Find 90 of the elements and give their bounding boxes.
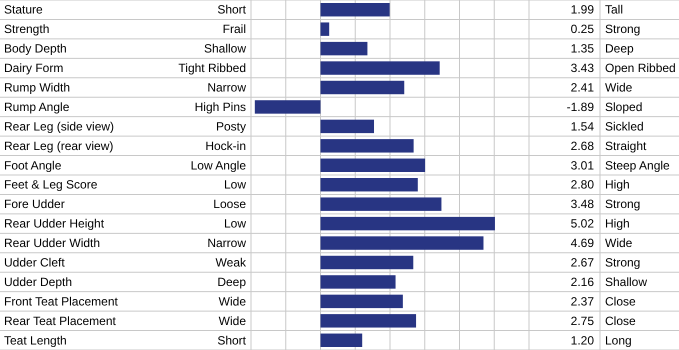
text: Open Ribbed bbox=[605, 61, 676, 76]
text: Hock-in bbox=[205, 138, 246, 153]
text: Low bbox=[224, 178, 246, 192]
data-label: 3.43 bbox=[570, 61, 594, 76]
data-label: -1.89 bbox=[566, 100, 594, 114]
text: Posty bbox=[216, 119, 246, 134]
bar bbox=[320, 42, 368, 56]
text: High bbox=[605, 178, 630, 192]
data-label: 2.80 bbox=[570, 178, 594, 192]
text: Shallow bbox=[204, 42, 246, 56]
text: Low bbox=[224, 216, 246, 231]
data-label: 1.54 bbox=[570, 119, 594, 134]
data-label: 2.41 bbox=[570, 80, 594, 94]
text: Sloped bbox=[605, 100, 642, 114]
text: High Pins bbox=[194, 100, 246, 114]
text: Straight bbox=[605, 138, 648, 153]
text: Low Angle bbox=[190, 158, 246, 172]
y-tick-label: Rear Leg (rear view) bbox=[4, 138, 114, 153]
y-tick-label: Strength bbox=[4, 22, 50, 36]
y-tick-label: Rear Teat Placement bbox=[4, 314, 117, 328]
y-tick-label: Foot Angle bbox=[4, 158, 62, 172]
bar bbox=[320, 256, 414, 270]
text: Deep bbox=[217, 274, 246, 289]
bar bbox=[320, 314, 416, 328]
bar bbox=[320, 61, 440, 75]
bar bbox=[254, 100, 320, 114]
text: Close bbox=[605, 294, 636, 308]
data-label: 2.16 bbox=[570, 274, 594, 289]
text: Close bbox=[605, 314, 636, 328]
text: Strong bbox=[605, 22, 640, 36]
bar bbox=[320, 80, 404, 94]
bar bbox=[320, 178, 418, 192]
y-tick-label: Teat Length bbox=[4, 333, 67, 348]
bar bbox=[320, 120, 374, 134]
y-tick-label: Udder Cleft bbox=[4, 256, 66, 270]
y-tick-label: Rump Angle bbox=[4, 100, 70, 114]
text: Wide bbox=[605, 80, 633, 94]
bar bbox=[320, 158, 426, 172]
text: Weak bbox=[216, 256, 247, 270]
text: High bbox=[605, 216, 630, 231]
text: Long bbox=[605, 333, 632, 348]
text: Tight Ribbed bbox=[178, 61, 246, 76]
text: Frail bbox=[222, 22, 246, 36]
data-label: 2.68 bbox=[570, 138, 594, 153]
text: Wide bbox=[218, 294, 246, 308]
data-label: 2.67 bbox=[570, 256, 594, 270]
y-tick-label: Udder Depth bbox=[4, 274, 72, 289]
text: Steep Angle bbox=[605, 158, 670, 172]
bar bbox=[320, 216, 495, 230]
text: Narrow bbox=[207, 80, 246, 94]
bar bbox=[320, 236, 484, 250]
text: Deep bbox=[605, 42, 634, 56]
y-tick-label: Body Depth bbox=[4, 42, 67, 56]
text: Loose bbox=[213, 197, 246, 212]
data-label: 3.01 bbox=[570, 158, 594, 172]
text: Shallow bbox=[605, 274, 648, 289]
y-tick-label: Rear Udder Height bbox=[4, 216, 105, 231]
data-label: 2.37 bbox=[570, 294, 594, 308]
bar bbox=[320, 22, 330, 36]
text: Wide bbox=[605, 236, 633, 250]
data-label: 0.25 bbox=[570, 22, 594, 36]
bar bbox=[320, 3, 390, 16]
data-label: 1.99 bbox=[570, 2, 594, 17]
y-tick-label: Fore Udder bbox=[4, 197, 65, 212]
text: Strong bbox=[605, 197, 640, 212]
y-tick-label: Front Teat Placement bbox=[4, 294, 118, 308]
text: Wide bbox=[218, 314, 246, 328]
data-label: 5.02 bbox=[570, 216, 594, 231]
y-tick-label: Dairy Form bbox=[4, 61, 64, 76]
data-label: 1.20 bbox=[570, 333, 594, 348]
text: Short bbox=[217, 2, 247, 17]
data-label: 4.69 bbox=[570, 236, 594, 250]
text: Strong bbox=[605, 256, 640, 270]
bar bbox=[320, 334, 362, 347]
bar bbox=[320, 197, 442, 211]
y-tick-label: Stature bbox=[4, 2, 44, 17]
text: Sickled bbox=[605, 119, 644, 134]
bar bbox=[320, 139, 414, 153]
data-label: 1.35 bbox=[570, 42, 594, 56]
y-tick-label: Rump Width bbox=[4, 80, 70, 94]
text: Tall bbox=[605, 2, 624, 17]
text: Narrow bbox=[207, 236, 246, 250]
y-tick-label: Rear Leg (side view) bbox=[4, 119, 114, 134]
y-tick-label: Rear Udder Width bbox=[4, 236, 100, 250]
data-label: 3.48 bbox=[570, 197, 594, 212]
bar bbox=[320, 294, 403, 308]
bar bbox=[320, 275, 396, 289]
data-label: 2.75 bbox=[570, 314, 594, 328]
text: Short bbox=[217, 333, 247, 348]
y-tick-label: Feet & Leg Score bbox=[4, 178, 98, 192]
